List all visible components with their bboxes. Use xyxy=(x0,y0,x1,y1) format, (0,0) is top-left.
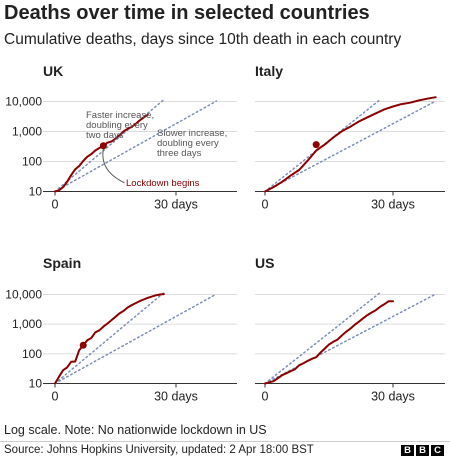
series-line xyxy=(264,96,437,193)
logo-block-2: B xyxy=(416,445,429,456)
guide-line xyxy=(264,291,381,385)
bbc-logo: B B C xyxy=(401,445,444,456)
chart-note: Log scale. Note: No nationwide lockdown … xyxy=(4,423,267,437)
panel-italy: Italy 0 30 days xyxy=(255,63,445,212)
x-tick-label: 0 xyxy=(262,198,269,212)
annotation-faster: Faster increase, xyxy=(86,110,154,121)
source-line: Source: Johns Hopkins University, update… xyxy=(4,444,314,456)
x-tick-label: 30 days xyxy=(371,198,415,212)
guide-line xyxy=(54,291,165,385)
guide-line xyxy=(264,100,437,193)
series-line xyxy=(264,300,394,385)
guide-line xyxy=(264,293,437,385)
y-tick-label: 10 xyxy=(29,185,43,199)
annotation-lockdown: Lockdown begins xyxy=(126,178,200,189)
guide-line xyxy=(54,293,218,385)
x-tick-label: 0 xyxy=(52,198,59,212)
guide-line xyxy=(54,98,165,193)
lockdown-point xyxy=(312,141,320,149)
y-tick-label: 100 xyxy=(22,347,42,361)
x-tick-label: 30 days xyxy=(371,390,415,404)
panel-spain: Spain 10 100 1,000 10,000 0 30 days xyxy=(5,255,237,404)
chart-subtitle: Cumulative deaths, days since 10th death… xyxy=(4,31,402,48)
logo-block-1: B xyxy=(401,445,414,456)
panel-uk: UK 10 100 1,000 10,000 0 30 days Faster increas… xyxy=(5,63,237,212)
annotation-slower: doubling every xyxy=(157,138,219,149)
annotation-faster: doubling every xyxy=(86,120,148,131)
series-line xyxy=(54,293,165,385)
guide-line xyxy=(54,100,218,193)
y-tick-label: 100 xyxy=(22,155,42,169)
footer-divider xyxy=(0,441,450,442)
panel-title: UK xyxy=(43,63,63,79)
lockdown-point xyxy=(79,341,87,349)
x-tick-label: 30 days xyxy=(154,198,198,212)
y-tick-label: 10,000 xyxy=(5,288,42,302)
y-tick-label: 1,000 xyxy=(12,317,42,331)
y-tick-label: 1,000 xyxy=(12,125,42,139)
y-tick-label: 10 xyxy=(29,377,43,391)
chart-title: Deaths over time in selected countries xyxy=(4,2,370,24)
logo-block-3: C xyxy=(431,445,444,456)
lockdown-point xyxy=(99,142,107,150)
x-tick-label: 0 xyxy=(52,390,59,404)
panel-title: US xyxy=(255,255,274,271)
y-tick-label: 10,000 xyxy=(5,95,42,109)
annotation-slower: three days xyxy=(157,148,202,159)
annotation-slower: Slower increase, xyxy=(157,128,227,139)
panel-title: Italy xyxy=(255,63,283,79)
annotation-faster: two days xyxy=(86,130,124,141)
panel-us: US 0 30 days xyxy=(255,255,445,404)
x-tick-label: 30 days xyxy=(154,390,198,404)
lockdown-pointer xyxy=(102,148,125,184)
panel-title: Spain xyxy=(43,255,81,271)
x-tick-label: 0 xyxy=(262,390,269,404)
